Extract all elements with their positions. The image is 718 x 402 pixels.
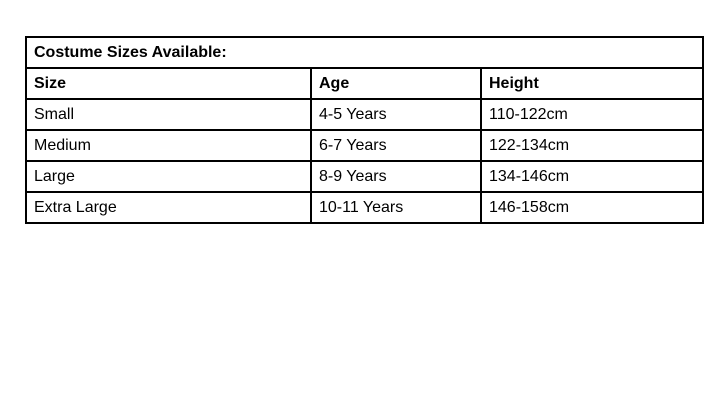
cell-age: 8-9 Years	[310, 160, 482, 193]
table-row: Small 4-5 Years 110-122cm	[25, 98, 705, 131]
cell-size: Small	[25, 98, 312, 131]
cell-height: 134-146cm	[479, 160, 705, 193]
cell-age: 4-5 Years	[310, 98, 482, 131]
table-row: Medium 6-7 Years 122-134cm	[25, 129, 705, 162]
cell-size: Extra Large	[25, 191, 312, 224]
cell-age: 6-7 Years	[310, 129, 482, 162]
table-title: Costume Sizes Available:	[24, 36, 705, 69]
cell-size: Medium	[25, 129, 312, 162]
table-title-row: Costume Sizes Available:	[24, 36, 705, 69]
column-header-size: Size	[25, 67, 312, 100]
cell-age: 10-11 Years	[310, 191, 482, 224]
table-row: Extra Large 10-11 Years 146-158cm	[25, 191, 705, 224]
column-header-age: Age	[310, 67, 482, 100]
table-header-row: Size Age Height	[25, 67, 705, 100]
table-row: Large 8-9 Years 134-146cm	[25, 160, 705, 193]
cell-size: Large	[25, 160, 312, 193]
cell-height: 110-122cm	[479, 98, 705, 131]
costume-sizes-table: Costume Sizes Available: Size Age Height…	[24, 36, 705, 224]
column-header-height: Height	[479, 67, 705, 100]
cell-height: 122-134cm	[479, 129, 705, 162]
cell-height: 146-158cm	[479, 191, 705, 224]
